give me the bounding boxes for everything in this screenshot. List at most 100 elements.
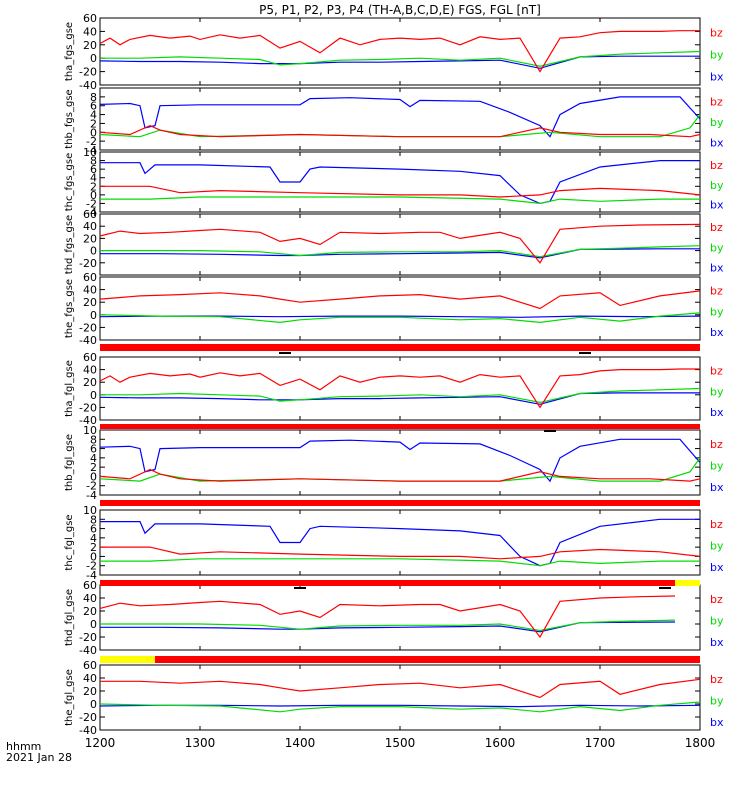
panel-frame: [99, 213, 701, 276]
legend-bx: bx: [710, 136, 724, 149]
y-tick-label: 6: [90, 100, 97, 113]
y-tick-label: 8: [90, 91, 97, 104]
series-line-bx: [99, 55, 700, 69]
x-tick-label: 1300: [185, 736, 216, 750]
series-line-by: [99, 114, 701, 138]
status-bar-segment: [100, 424, 700, 429]
y-tick-label: 60: [83, 208, 97, 221]
series-line-bz: [99, 595, 676, 639]
y-tick-label: 4: [90, 109, 97, 122]
legend-by: by: [710, 694, 724, 707]
status-bar-marker: [659, 587, 671, 589]
legend-bz: bz: [710, 221, 723, 234]
y-tick-label: -2: [86, 480, 97, 493]
series-line-bx: [99, 96, 701, 138]
y-tick-label: 0: [90, 52, 97, 65]
legend-by: by: [710, 241, 724, 254]
status-bar-marker: [544, 430, 556, 432]
series-line-by: [100, 196, 700, 205]
y-tick-label: 40: [83, 672, 97, 685]
legend-bz: bz: [710, 159, 723, 172]
y-tick-label: -4: [86, 489, 97, 502]
y-tick-label: -20: [79, 321, 97, 334]
series-line-by: [100, 619, 676, 632]
y-tick-label: 4: [90, 532, 97, 545]
y-tick-label: -4: [86, 569, 97, 582]
panel-frame: [99, 276, 701, 341]
y-tick-label: 0: [90, 245, 97, 258]
legend-bx: bx: [710, 481, 724, 494]
y-tick-label: -40: [79, 334, 97, 347]
series-line-by: [100, 245, 701, 258]
y-tick-label: 60: [83, 579, 97, 592]
y-tick-label: 2: [90, 180, 97, 193]
y-tick-label: 0: [90, 309, 97, 322]
series-line-by: [100, 387, 701, 404]
legend-by: by: [710, 116, 724, 129]
y-tick-label: 40: [83, 25, 97, 38]
y-tick-label: -40: [79, 414, 97, 427]
status-bar-segment: [155, 656, 700, 663]
legend-bz: bz: [710, 26, 723, 39]
y-tick-label: -2: [86, 560, 97, 573]
series-line-by: [99, 457, 701, 482]
y-tick-label: 60: [83, 351, 97, 364]
legend-bz: bz: [710, 518, 723, 531]
y-tick-label: 20: [83, 605, 97, 618]
panel-frame: [99, 584, 701, 651]
y-tick-label: -20: [79, 631, 97, 644]
legend-by: by: [710, 459, 724, 472]
y-tick-label: -4: [86, 144, 97, 157]
series-line-by: [100, 558, 700, 567]
y-tick-label: 0: [90, 550, 97, 563]
y-tick-label: 6: [90, 523, 97, 536]
y-tick-label: 20: [83, 232, 97, 245]
panel-frame: [99, 664, 701, 731]
y-tick-label: 0: [90, 618, 97, 631]
legend-by: by: [710, 539, 724, 552]
y-tick-label: 2: [90, 461, 97, 474]
y-tick-label: 6: [90, 443, 97, 456]
legend-bz: bz: [710, 365, 723, 378]
y-tick-label: 40: [83, 220, 97, 233]
y-tick-label: 2: [90, 117, 97, 130]
panel-frame: [99, 429, 701, 496]
legend-bx: bx: [710, 199, 724, 212]
panel-frame: [99, 17, 701, 86]
y-axis-label: tha_fgl_gse: [64, 360, 75, 417]
status-bar-segment: [100, 580, 675, 586]
series-line-bx: [99, 438, 701, 483]
y-axis-label: thd_fgs_gse: [64, 215, 75, 274]
y-axis-label: thb_fgl_gse: [64, 434, 75, 491]
legend-bz: bz: [710, 95, 723, 108]
legend-bx: bx: [710, 261, 724, 274]
date-label: 2021 Jan 28: [6, 751, 72, 764]
legend-bx: bx: [710, 561, 724, 574]
series-line-bz: [99, 368, 700, 409]
y-tick-label: -40: [79, 644, 97, 657]
series-line-by: [100, 50, 701, 67]
x-tick-label: 1200: [85, 736, 116, 750]
panel-frame: [99, 509, 701, 576]
status-bar-marker: [294, 587, 306, 589]
status-bar-segment: [675, 580, 700, 586]
y-tick-label: 20: [83, 685, 97, 698]
y-tick-label: 0: [90, 698, 97, 711]
y-tick-label: 20: [83, 39, 97, 52]
y-tick-label: 10: [83, 504, 97, 517]
y-tick-label: -20: [79, 257, 97, 270]
y-tick-label: 8: [90, 155, 97, 168]
y-tick-label: 40: [83, 284, 97, 297]
y-tick-label: 4: [90, 452, 97, 465]
y-tick-label: 0: [90, 126, 97, 139]
legend-by: by: [710, 305, 724, 318]
status-bar: [100, 656, 700, 663]
series-line-bz: [100, 678, 701, 699]
status-bar-segment: [100, 656, 155, 663]
y-axis-label: tha_fgs_gse: [64, 22, 75, 81]
panel-frame: [99, 356, 701, 421]
legend-bz: bz: [710, 593, 723, 606]
